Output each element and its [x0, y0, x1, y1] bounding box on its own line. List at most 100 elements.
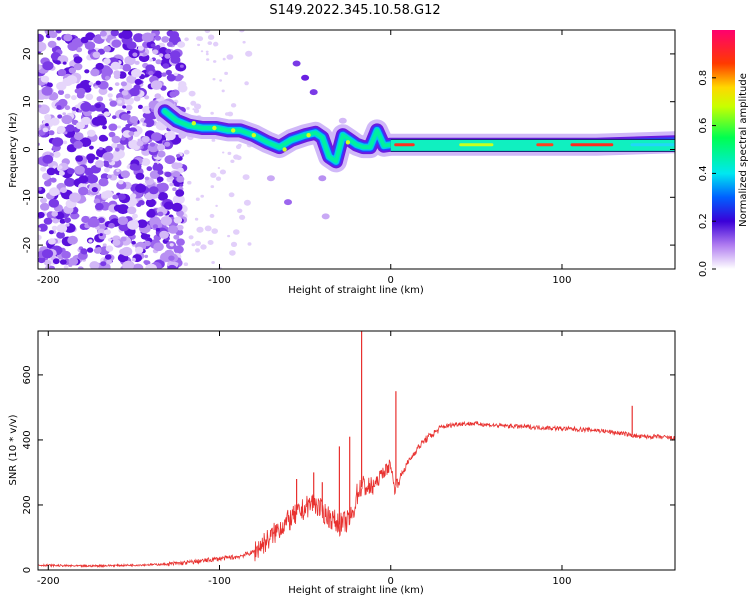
- noise-speckle: [145, 263, 157, 269]
- chart-title: S149.2022.345.10.58.G12: [269, 3, 440, 18]
- noise-speckle: [148, 208, 155, 214]
- noise-speckle: [73, 63, 83, 71]
- noise-speckle: [98, 134, 108, 142]
- noise-speckle: [141, 135, 150, 143]
- noise-speckle: [173, 72, 178, 77]
- noise-speckle: [137, 104, 143, 109]
- noise-speckle: [71, 110, 77, 115]
- y-tick-label: 10: [22, 95, 33, 108]
- noise-speckle: [149, 216, 161, 226]
- noise-speckle: [77, 266, 84, 269]
- noise-speckle: [126, 75, 137, 84]
- noise-speckle: [56, 36, 62, 41]
- noise-speckle: [122, 105, 127, 109]
- noise-speckle: [104, 167, 110, 173]
- noise-speckle: [67, 42, 79, 51]
- noise-speckle: [190, 100, 197, 106]
- noise-speckle: [200, 194, 204, 198]
- noise-speckle: [172, 194, 185, 205]
- noise-speckle: [188, 235, 194, 240]
- y-tick-label: 600: [22, 365, 33, 384]
- noise-speckle: [154, 35, 162, 41]
- noise-speckle: [154, 93, 162, 99]
- noise-speckle: [159, 230, 170, 239]
- noise-speckle: [40, 75, 50, 83]
- noise-speckle: [133, 95, 141, 102]
- colorbar: 0.0 0.2 0.4 0.6 0.8 Normalized spectral ampl…: [698, 30, 749, 277]
- noise-speckle: [75, 57, 81, 63]
- noise-speckle: [126, 110, 131, 114]
- noise-speckle: [48, 130, 55, 136]
- x-tick-label: -200: [37, 275, 60, 286]
- snr-xlabel: Height of straight line (km): [288, 585, 424, 596]
- noise-speckle: [38, 41, 47, 52]
- noise-speckle: [102, 152, 114, 161]
- noise-speckle: [46, 82, 53, 88]
- noise-speckle: [117, 216, 129, 225]
- noise-speckle: [193, 108, 200, 114]
- noise-speckle: [112, 239, 121, 246]
- noise-speckle: [38, 187, 42, 191]
- x-tick-label: 0: [388, 275, 394, 286]
- noise-speckle: [110, 30, 119, 37]
- noise-speckle: [222, 151, 225, 154]
- noise-speckle: [44, 114, 52, 121]
- noise-speckle: [87, 217, 100, 228]
- noise-speckle: [239, 214, 246, 220]
- noise-speckle: [93, 247, 102, 254]
- noise-speckle: [71, 95, 77, 101]
- noise-speckle: [164, 141, 171, 147]
- noise-speckle: [110, 61, 121, 70]
- noise-speckle: [217, 167, 221, 169]
- noise-speckle: [95, 156, 99, 160]
- noise-speckle: [44, 180, 52, 187]
- noise-speckle: [56, 125, 66, 134]
- noise-speckle: [113, 204, 123, 212]
- noise-speckle: [236, 155, 242, 161]
- noise-speckle: [141, 32, 154, 43]
- noise-speckle: [155, 44, 161, 49]
- noise-speckle: [78, 175, 89, 184]
- noise-speckle: [137, 219, 148, 228]
- noise-speckle: [156, 176, 164, 183]
- noise-speckle: [183, 149, 190, 155]
- noise-speckle: [80, 102, 92, 112]
- noise-speckle: [38, 227, 41, 231]
- noise-speckle: [242, 174, 250, 181]
- noise-speckle: [162, 63, 170, 69]
- noise-speckle: [42, 154, 54, 164]
- noise-speckle: [165, 69, 172, 76]
- noise-speckle: [172, 187, 177, 191]
- noise-speckle: [121, 30, 133, 40]
- noise-speckle: [179, 183, 184, 187]
- noise-speckle: [207, 240, 214, 245]
- noise-speckle: [134, 246, 144, 254]
- noise-speckle: [42, 61, 54, 71]
- noise-speckle: [58, 170, 65, 176]
- noise-speckle: [175, 189, 185, 197]
- noise-speckle: [84, 167, 94, 176]
- noise-speckle: [205, 50, 209, 53]
- noise-speckle: [117, 125, 121, 129]
- signal-blob: [318, 175, 327, 182]
- noise-speckle: [210, 185, 215, 189]
- noise-speckle: [127, 220, 139, 230]
- noise-speckle: [130, 193, 137, 199]
- noise-speckle: [144, 95, 150, 100]
- noise-speckle: [56, 223, 68, 233]
- noise-speckle: [89, 145, 94, 150]
- noise-speckle: [102, 243, 107, 247]
- noise-speckle: [98, 178, 109, 187]
- snr-ticks: -200 -100 0 100 0 200 400 600: [22, 331, 675, 587]
- noise-speckle: [135, 183, 147, 193]
- noise-speckle: [89, 261, 100, 269]
- noise-speckle: [206, 58, 210, 61]
- noise-speckle: [172, 171, 181, 178]
- noise-speckle: [176, 238, 185, 246]
- noise-speckle: [111, 143, 118, 148]
- noise-speckle: [76, 87, 86, 96]
- noise-speckle: [84, 41, 96, 50]
- noise-speckle: [94, 85, 99, 89]
- noise-speckle: [164, 171, 172, 178]
- snr-line: [38, 420, 675, 569]
